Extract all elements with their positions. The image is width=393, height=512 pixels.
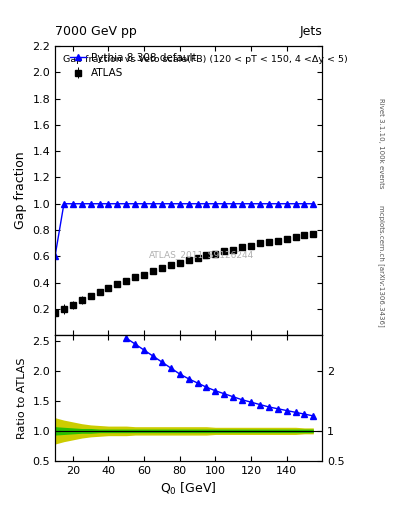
Pythia 8.308 default (213, 201, 218, 207)
Pythia 8.308 default (151, 201, 155, 207)
Pythia 8.308 default (284, 201, 289, 207)
Pythia 8.308 default (53, 253, 57, 260)
Text: Gap fraction vs Veto scale(FB) (120 < pT < 150, 4 <Δy < 5): Gap fraction vs Veto scale(FB) (120 < pT… (63, 55, 348, 64)
Pythia 8.308 default (62, 201, 66, 207)
Pythia 8.308 default (249, 201, 253, 207)
Text: 7000 GeV pp: 7000 GeV pp (55, 26, 137, 38)
Pythia 8.308 default (88, 201, 93, 207)
Pythia 8.308 default (177, 201, 182, 207)
Pythia 8.308 default (160, 201, 164, 207)
Pythia 8.308 default (222, 201, 227, 207)
Pythia 8.308 default (266, 201, 271, 207)
Pythia 8.308 default (142, 201, 147, 207)
Pythia 8.308 default (79, 201, 84, 207)
Pythia 8.308 default (195, 201, 200, 207)
Pythia 8.308 default (70, 201, 75, 207)
Text: Jets: Jets (299, 26, 322, 38)
Pythia 8.308 default (124, 201, 129, 207)
Pythia 8.308 default (302, 201, 307, 207)
Text: ATLAS_2011_S9126244: ATLAS_2011_S9126244 (149, 250, 255, 259)
X-axis label: Q$_0$ [GeV]: Q$_0$ [GeV] (160, 481, 217, 497)
Pythia 8.308 default (240, 201, 244, 207)
Pythia 8.308 default (311, 201, 316, 207)
Pythia 8.308 default (133, 201, 138, 207)
Pythia 8.308 default (169, 201, 173, 207)
Y-axis label: Gap fraction: Gap fraction (14, 152, 27, 229)
Pythia 8.308 default (293, 201, 298, 207)
Pythia 8.308 default (115, 201, 120, 207)
Text: Rivet 3.1.10, 100k events: Rivet 3.1.10, 100k events (378, 98, 384, 188)
Pythia 8.308 default (186, 201, 191, 207)
Pythia 8.308 default (231, 201, 235, 207)
Pythia 8.308 default (204, 201, 209, 207)
Legend: Pythia 8.308 default, ATLAS: Pythia 8.308 default, ATLAS (66, 49, 200, 82)
Line: Pythia 8.308 default: Pythia 8.308 default (52, 201, 316, 260)
Pythia 8.308 default (97, 201, 102, 207)
Y-axis label: Ratio to ATLAS: Ratio to ATLAS (17, 357, 27, 439)
Pythia 8.308 default (257, 201, 262, 207)
Text: mcplots.cern.ch [arXiv:1306.3436]: mcplots.cern.ch [arXiv:1306.3436] (378, 205, 385, 327)
Pythia 8.308 default (106, 201, 111, 207)
Pythia 8.308 default (275, 201, 280, 207)
